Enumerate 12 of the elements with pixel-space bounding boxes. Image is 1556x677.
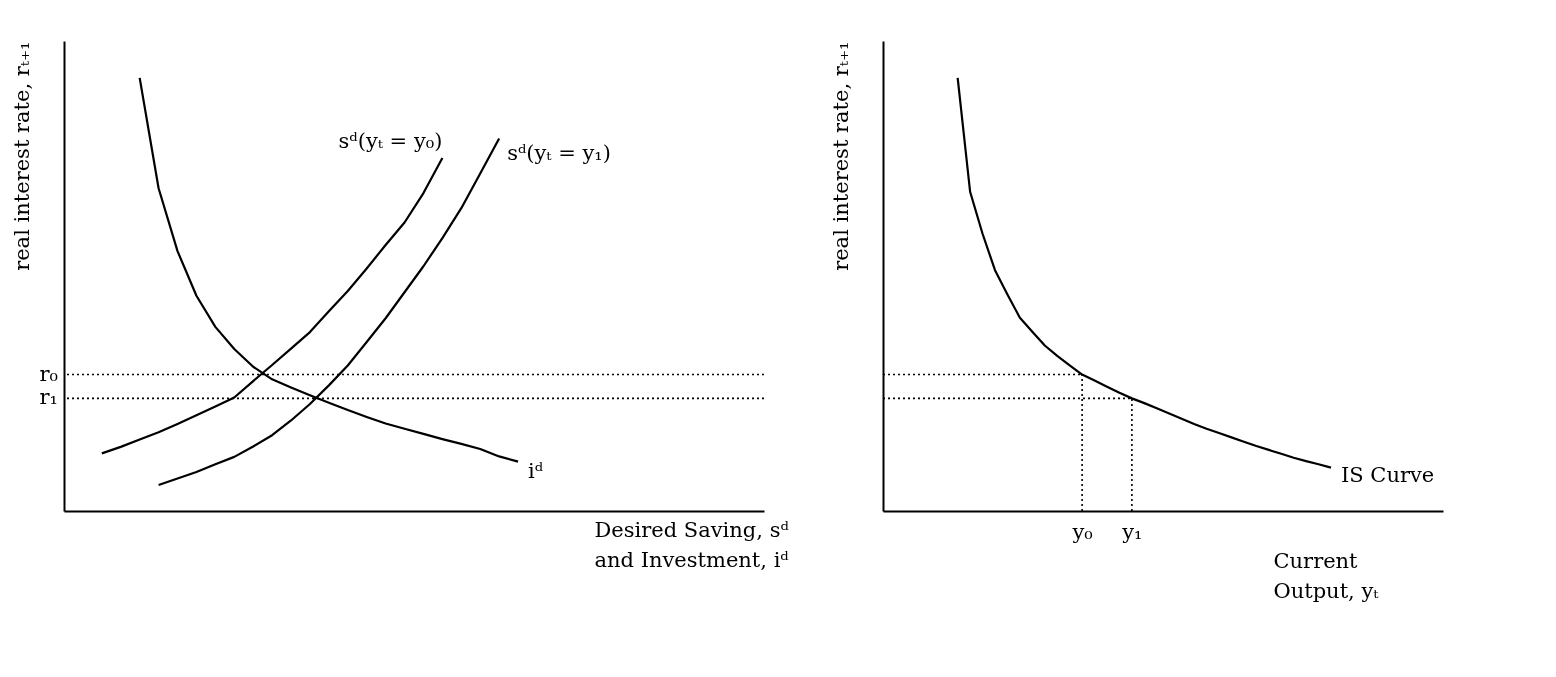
ref-line-label: r₁ (39, 385, 58, 410)
series-label: sᵈ(yₜ = y₁) (507, 141, 611, 166)
series-label: IS Curve (1341, 462, 1435, 487)
x-axis-title: Desired Saving, sᵈ and Investment, iᵈ (594, 517, 790, 572)
x-axis-title: Current Output, yₜ (1273, 548, 1380, 603)
series-label: iᵈ (528, 458, 544, 483)
x-tick-label: y₁ (1121, 519, 1143, 544)
series-label: sᵈ(yₜ = y₀) (338, 128, 443, 153)
y-axis-title: real interest rate, rₜ₊₁ (9, 41, 34, 271)
ref-line-label: r₀ (39, 361, 58, 386)
y-axis-title: real interest rate, rₜ₊₁ (828, 41, 853, 271)
x-tick-label: y₀ (1071, 519, 1093, 544)
